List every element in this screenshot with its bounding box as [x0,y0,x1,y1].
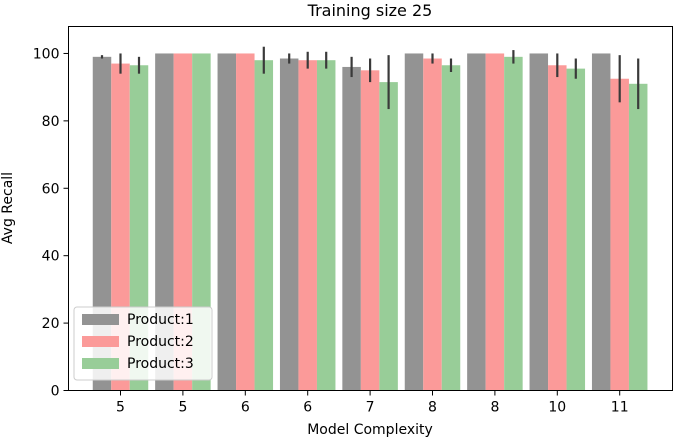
bar-3-6 [441,65,461,391]
bar-2-5 [360,70,380,391]
x-tick-label: 5 [116,400,125,416]
chart-title: Training size 25 [307,1,433,20]
legend-label-3: Product:3 [127,356,194,372]
bar-1-7 [467,53,486,391]
bar-3-7 [504,56,523,391]
bar-1-9 [591,53,611,391]
legend: Product:1 Product:2 Product:3 [73,306,213,381]
x-tick-label: 5 [178,400,187,416]
y-tick-label: 80 [42,114,60,130]
bar-1-6 [404,53,424,391]
bar-1-5 [342,66,361,391]
x-axis-title: Model Complexity [307,422,433,438]
legend-swatch-1 [82,314,119,325]
legend-label-1: Product:1 [127,312,194,328]
y-axis: 0 20 40 60 80 100 [33,46,69,400]
bar-3-2 [192,53,211,391]
x-tick-label: 7 [366,400,375,416]
bar-1-3 [217,53,237,391]
y-axis-title: Avg Recall [0,172,16,244]
bar-3-9 [628,83,648,391]
bar-2-7 [485,53,505,391]
bar-3-5 [379,82,398,391]
error-bars-layer [100,46,640,110]
y-tick-label: 100 [33,46,60,62]
bar-1-8 [529,53,549,391]
bar-3-3 [254,60,274,391]
bar-2-2 [173,53,193,391]
bar-3-8 [566,68,586,391]
legend-swatch-3 [82,358,119,369]
bar-3-4 [316,60,336,391]
y-tick-label: 40 [42,249,60,265]
x-tick-label: 6 [241,400,250,416]
bar-2-9 [610,78,629,391]
bar-2-8 [548,65,567,391]
bar-2-4 [298,60,317,391]
bar-1-4 [279,58,299,391]
x-tick-label: 8 [490,400,499,416]
bars-layer [92,53,648,391]
x-tick-label: 11 [611,400,629,416]
x-tick-label: 10 [548,400,566,416]
legend-label-2: Product:2 [127,334,194,350]
bar-1-2 [155,53,174,391]
x-tick-label: 8 [428,400,437,416]
x-axis: 5 5 6 6 7 8 8 10 11 [116,390,629,416]
y-tick-label: 60 [42,181,60,197]
bar-2-6 [423,58,442,391]
bar-2-3 [236,53,255,391]
y-tick-label: 20 [42,316,60,332]
legend-swatch-2 [82,336,119,347]
y-tick-label: 0 [51,384,60,400]
x-tick-label: 6 [303,400,312,416]
